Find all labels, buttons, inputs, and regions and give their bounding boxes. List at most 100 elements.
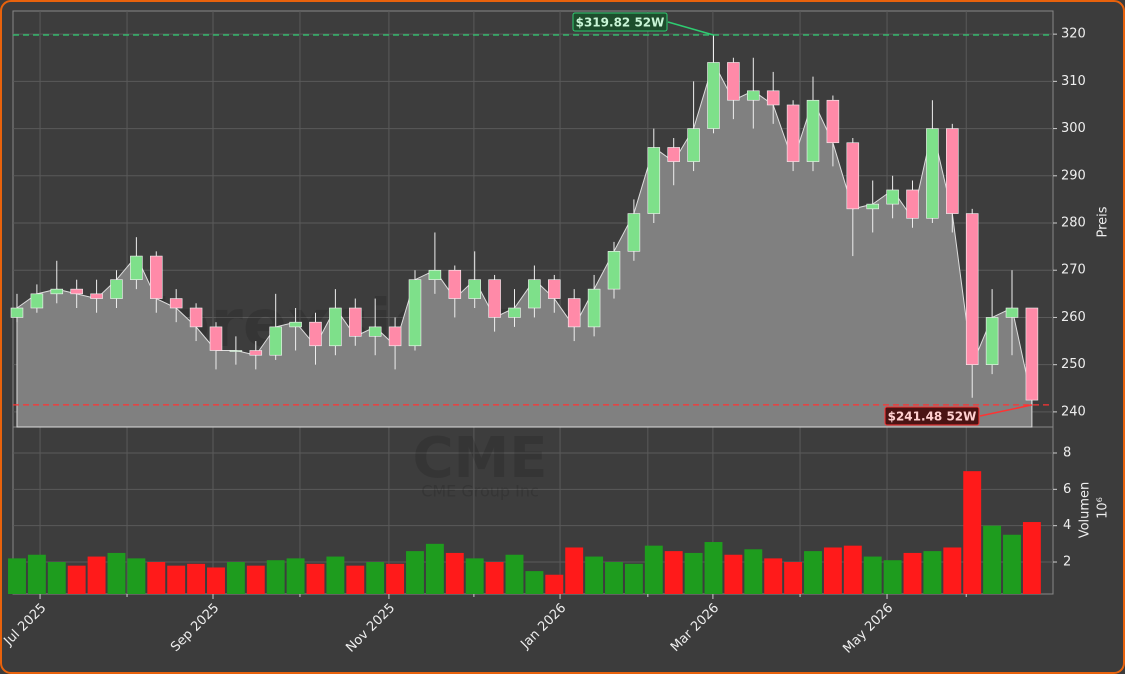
volume-bar [804, 551, 822, 594]
candle-body [786, 104, 800, 162]
y2-axis-label: Volumen [1078, 482, 1093, 539]
volume-bar [306, 563, 325, 594]
candle-body [10, 307, 24, 318]
candle-body [985, 317, 999, 365]
volume-bar [67, 565, 86, 594]
y-tick-label: 270 [1061, 263, 1086, 278]
volume-bar [406, 551, 424, 594]
candle-body [130, 255, 143, 280]
candle-body [707, 62, 720, 129]
y-tick-label: 310 [1061, 74, 1086, 89]
volume-bar [724, 554, 743, 594]
y-tick-label: 250 [1061, 357, 1086, 372]
candle-body [209, 326, 223, 351]
volume-bar [883, 560, 902, 594]
candle-body [408, 279, 422, 347]
volume-bar [823, 547, 842, 594]
volume-bar [605, 562, 623, 594]
annotation-label: $319.82 52W [576, 16, 665, 30]
volume-bar [485, 562, 504, 594]
candle-body [1005, 307, 1019, 318]
logo: CME [412, 426, 547, 491]
volume-bar [8, 558, 26, 594]
volume-bar [187, 563, 206, 594]
y-tick-label: 290 [1061, 168, 1086, 183]
candle-body [388, 326, 402, 347]
volume-bar [87, 556, 106, 594]
volume-bar [943, 547, 962, 594]
y-axis-label: Preis [1096, 206, 1111, 237]
candle-body [687, 128, 700, 162]
candle-body [468, 279, 481, 299]
candle-body [428, 269, 442, 280]
candle-body [946, 128, 959, 214]
volume-bar [585, 556, 604, 594]
candle-body [627, 213, 641, 252]
volume-bar [147, 562, 166, 594]
y-tick-label: 240 [1061, 404, 1086, 419]
volume-bar [47, 562, 66, 594]
volume-bar [226, 562, 245, 594]
annotation-label: $241.48 52W [888, 410, 977, 424]
candle-body [826, 99, 840, 144]
annotation-box [572, 12, 668, 32]
candle-body [528, 279, 541, 309]
candle-body [607, 251, 621, 290]
volume-bar [1003, 534, 1021, 594]
candle-body [906, 189, 919, 219]
volume-bar [425, 543, 444, 594]
candle-body [667, 147, 680, 162]
candle-body [548, 279, 561, 299]
candle-body [747, 90, 760, 101]
volume-bar [286, 558, 305, 594]
volume-bar [525, 571, 544, 594]
candle-body [488, 279, 501, 318]
candle-body [289, 321, 302, 328]
volume-bar [983, 525, 1002, 594]
candle-body [229, 350, 243, 352]
candle-body [169, 298, 183, 309]
volume-bar [207, 567, 225, 594]
candle-body [150, 255, 163, 299]
y-tick-label: 280 [1061, 216, 1086, 231]
volume-bar [505, 554, 524, 594]
volume-bar [246, 565, 265, 594]
volume-bar [963, 471, 982, 594]
candle-body [965, 213, 979, 365]
volume-bar [346, 565, 365, 594]
volume-bar [784, 562, 803, 594]
candle-body [766, 90, 780, 106]
volume-bar [863, 556, 882, 594]
company: CME Group Inc [421, 482, 539, 501]
candle-body [448, 269, 462, 299]
annotation-arrow [667, 21, 714, 36]
candle-body [309, 321, 322, 347]
candle-body [110, 279, 123, 299]
y2-tick-label: 4 [1063, 518, 1071, 533]
candle-body [349, 307, 362, 337]
volume-bar [545, 574, 564, 594]
volume-bar [107, 552, 126, 594]
volume-bar [704, 542, 723, 594]
candle-body [90, 293, 103, 299]
volume-bar [386, 563, 405, 594]
candle-body [886, 189, 899, 205]
volume-bar [624, 563, 643, 594]
volume-bar [445, 552, 464, 594]
y-tick-label: 320 [1061, 27, 1086, 42]
candle-body [647, 147, 661, 214]
volume-bar [565, 547, 584, 594]
volume-bar [127, 558, 146, 594]
candle-body [50, 288, 64, 295]
volume-bar [27, 554, 46, 594]
volume-bar [664, 551, 683, 594]
volume-bar [923, 551, 942, 594]
candle-body [189, 307, 203, 328]
candle-body [727, 62, 740, 101]
candle-body [926, 128, 939, 219]
candle-body [508, 307, 521, 318]
volume-bar [764, 558, 783, 594]
candle-body [567, 298, 581, 328]
